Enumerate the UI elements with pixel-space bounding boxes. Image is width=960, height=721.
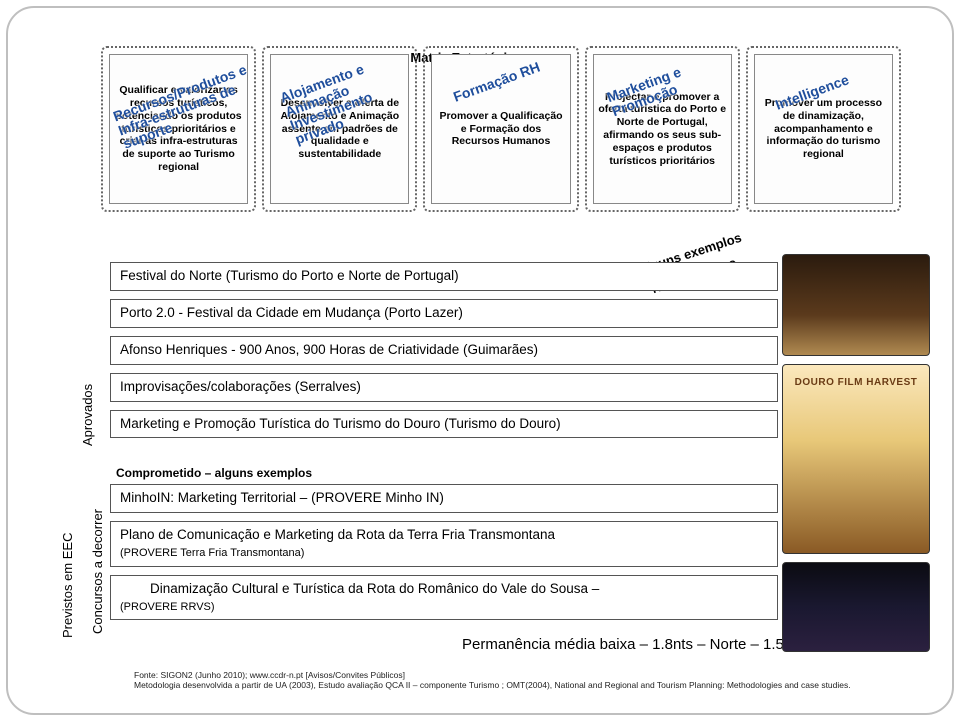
row-main: Dinamização Cultural e Turística da Rota… — [150, 581, 599, 598]
row-main: MinhoIN: Marketing Territorial – (PROVER… — [120, 490, 444, 505]
image-caption: DOURO FILM HARVEST — [783, 365, 929, 388]
label-concursos: Concursos a decorrer — [90, 509, 105, 634]
label-aprovados: Aprovados — [80, 384, 95, 446]
list-item: Porto 2.0 - Festival da Cidade em Mudanç… — [110, 299, 778, 328]
eec-subtitle: Comprometido – alguns exemplos — [116, 466, 312, 480]
list-item: Marketing e Promoção Turística do Turism… — [110, 410, 778, 439]
row-sub: (PROVERE Terra Fria Transmontana) — [120, 547, 304, 559]
list-item: Plano de Comunicação e Marketing da Rota… — [110, 521, 778, 567]
list-item: Improvisações/colaborações (Serralves) — [110, 373, 778, 402]
eec-list: MinhoIN: Marketing Territorial – (PROVER… — [110, 484, 778, 628]
label-previstos-eec: Previstos em EEC — [60, 533, 75, 638]
source-line: Metodologia desenvolvida a partir de UA … — [134, 680, 924, 690]
approved-list: Festival do Norte (Turismo do Porto e No… — [110, 262, 778, 446]
side-image — [782, 562, 930, 652]
list-item: MinhoIN: Marketing Territorial – (PROVER… — [110, 484, 778, 513]
side-image — [782, 254, 930, 356]
slide-content: Matriz Estratégica Qualificar e valoriza… — [6, 6, 954, 715]
list-item: Dinamização Cultural e Turística da Rota… — [110, 575, 778, 621]
side-image-douro: DOURO FILM HARVEST — [782, 364, 930, 554]
source-line: Fonte: SIGON2 (Junho 2010); www.ccdr-n.p… — [134, 670, 924, 680]
list-item: Festival do Norte (Turismo do Porto e No… — [110, 262, 778, 291]
row-main: Plano de Comunicação e Marketing da Rota… — [120, 527, 555, 542]
list-item: Afonso Henriques - 900 Anos, 900 Horas d… — [110, 336, 778, 365]
row-sub: (PROVERE RRVS) — [120, 601, 215, 613]
footer-sources: Fonte: SIGON2 (Junho 2010); www.ccdr-n.p… — [134, 670, 924, 690]
